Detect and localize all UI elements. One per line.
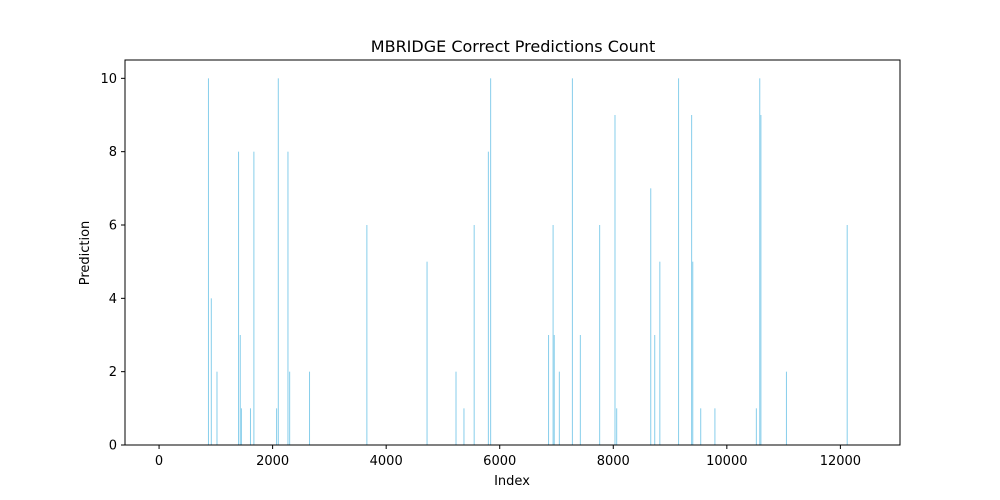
bar <box>785 371 787 445</box>
bar <box>755 408 757 445</box>
bar <box>558 371 560 445</box>
bar <box>216 371 218 445</box>
bar <box>654 335 656 445</box>
bar <box>548 335 550 445</box>
bar <box>207 78 209 445</box>
bar <box>239 335 241 445</box>
bar <box>276 408 278 445</box>
bar <box>287 151 289 445</box>
bar <box>490 78 492 445</box>
bar <box>553 335 555 445</box>
x-tick-label: 0 <box>155 454 163 469</box>
bar <box>691 115 693 445</box>
y-tick-label: 8 <box>109 145 117 160</box>
bar <box>210 298 212 445</box>
x-tick-label: 10000 <box>706 454 747 469</box>
bar <box>659 261 661 445</box>
bar <box>714 408 716 445</box>
bar <box>692 261 694 445</box>
bar <box>678 78 680 445</box>
x-tick-label: 12000 <box>820 454 861 469</box>
bar <box>277 78 279 445</box>
bar <box>487 151 489 445</box>
bar <box>616 408 618 445</box>
y-tick-label: 4 <box>109 292 117 307</box>
chart-title: MBRIDGE Correct Predictions Count <box>371 37 655 56</box>
bar <box>650 188 652 446</box>
bar <box>249 408 251 445</box>
bar <box>309 371 311 445</box>
y-tick-label: 10 <box>100 72 117 87</box>
bar <box>846 225 848 445</box>
bar <box>366 225 368 445</box>
bars-group <box>207 78 848 446</box>
x-tick-label: 4000 <box>370 454 403 469</box>
bar <box>289 371 291 445</box>
y-tick-label: 6 <box>109 219 117 234</box>
bar <box>614 115 616 445</box>
y-axis-label: Prediction <box>78 221 93 286</box>
bar <box>238 151 240 445</box>
plot-frame <box>124 59 901 446</box>
bar <box>760 115 762 445</box>
bar <box>463 408 465 445</box>
x-tick-label: 6000 <box>483 454 516 469</box>
bar <box>253 151 255 445</box>
bar <box>759 78 761 445</box>
bar <box>571 78 573 445</box>
x-tick-label: 8000 <box>597 454 630 469</box>
bar <box>426 261 428 445</box>
x-tick-label: 2000 <box>256 454 289 469</box>
bar <box>552 225 554 445</box>
bar <box>455 371 457 445</box>
bar <box>579 335 581 445</box>
x-axis-ticks: 0 2000 4000 6000 8000 10000 12000 <box>155 445 861 469</box>
bar <box>599 225 601 445</box>
bar <box>240 408 242 445</box>
bar <box>700 408 702 445</box>
y-axis-ticks: 0 2 4 6 8 10 <box>100 72 125 454</box>
bar <box>473 225 475 445</box>
y-tick-label: 2 <box>109 365 117 380</box>
x-axis-label: Index <box>494 474 530 489</box>
y-tick-label: 0 <box>109 439 117 454</box>
